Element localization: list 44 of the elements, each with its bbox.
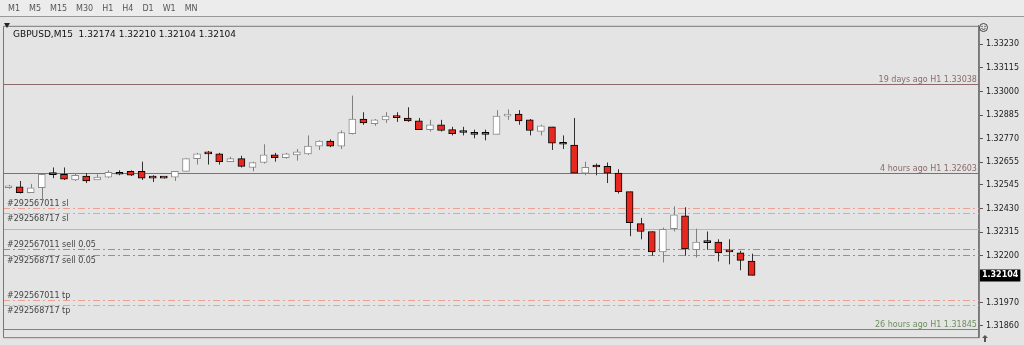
y-tick-label: 1.32430 [985, 203, 1020, 213]
y-tick-label: 1.32655 [985, 157, 1020, 167]
ref-line-label: #292567011 tp [7, 290, 71, 300]
text: H4 [121, 2, 135, 14]
text: M15 [49, 2, 69, 14]
ref-line-label: 19 days ago H1 1.33038 [878, 74, 977, 84]
y-tick-label: 1.32885 [985, 110, 1020, 120]
candlestick [670, 205, 678, 232]
candlestick [603, 162, 612, 184]
y-tick-label: 1.32770 [985, 133, 1020, 143]
chart-title: GBPUSD,M15 1.32174 1.32210 1.32104 1.32104 [13, 28, 237, 39]
text: M1 [7, 2, 21, 14]
candlestick [636, 217, 645, 240]
ref-line-label: #292568717 sl [7, 213, 69, 223]
candlestick [725, 238, 734, 265]
y-tick-label: 1.31970 [985, 298, 1020, 307]
candlestick [714, 238, 723, 262]
text: W1 [161, 2, 177, 14]
text: H1 [101, 2, 115, 14]
y-tick-label: 1.33115 [985, 62, 1020, 72]
y-tick-label: 1.33230 [985, 39, 1020, 49]
text: 1.32104 [981, 270, 1019, 280]
candlestick [37, 173, 46, 201]
y-tick-label: 1.32200 [985, 250, 1020, 260]
y-tick-label: 1.33000 [985, 86, 1020, 96]
y-tick-label: 1.31860 [985, 320, 1020, 330]
y-tick-label: 1.32315 [985, 227, 1020, 237]
text: M5 [28, 2, 42, 14]
candlestick [703, 230, 712, 251]
candlestick [304, 134, 312, 156]
candlestick [647, 230, 656, 257]
text: D1 [141, 2, 155, 14]
ref-line-label: #292567011 sell 0.05 [7, 239, 96, 249]
text: M30 [75, 2, 95, 14]
candlestick [692, 228, 700, 259]
ref-line-label: #292568717 tp [7, 305, 71, 315]
candlestick [659, 227, 667, 263]
ref-line-label: 26 hours ago H1 1.31845 [875, 319, 977, 329]
ref-line-label: 4 hours ago H1 1.32603 [880, 163, 977, 173]
ref-line-label: #292568717 sell 0.05 [7, 255, 96, 265]
ref-line-label: #292567011 sl [7, 198, 69, 208]
y-tick-label: 1.32545 [985, 179, 1020, 189]
text: MN [183, 2, 199, 14]
candlestick [337, 129, 346, 150]
